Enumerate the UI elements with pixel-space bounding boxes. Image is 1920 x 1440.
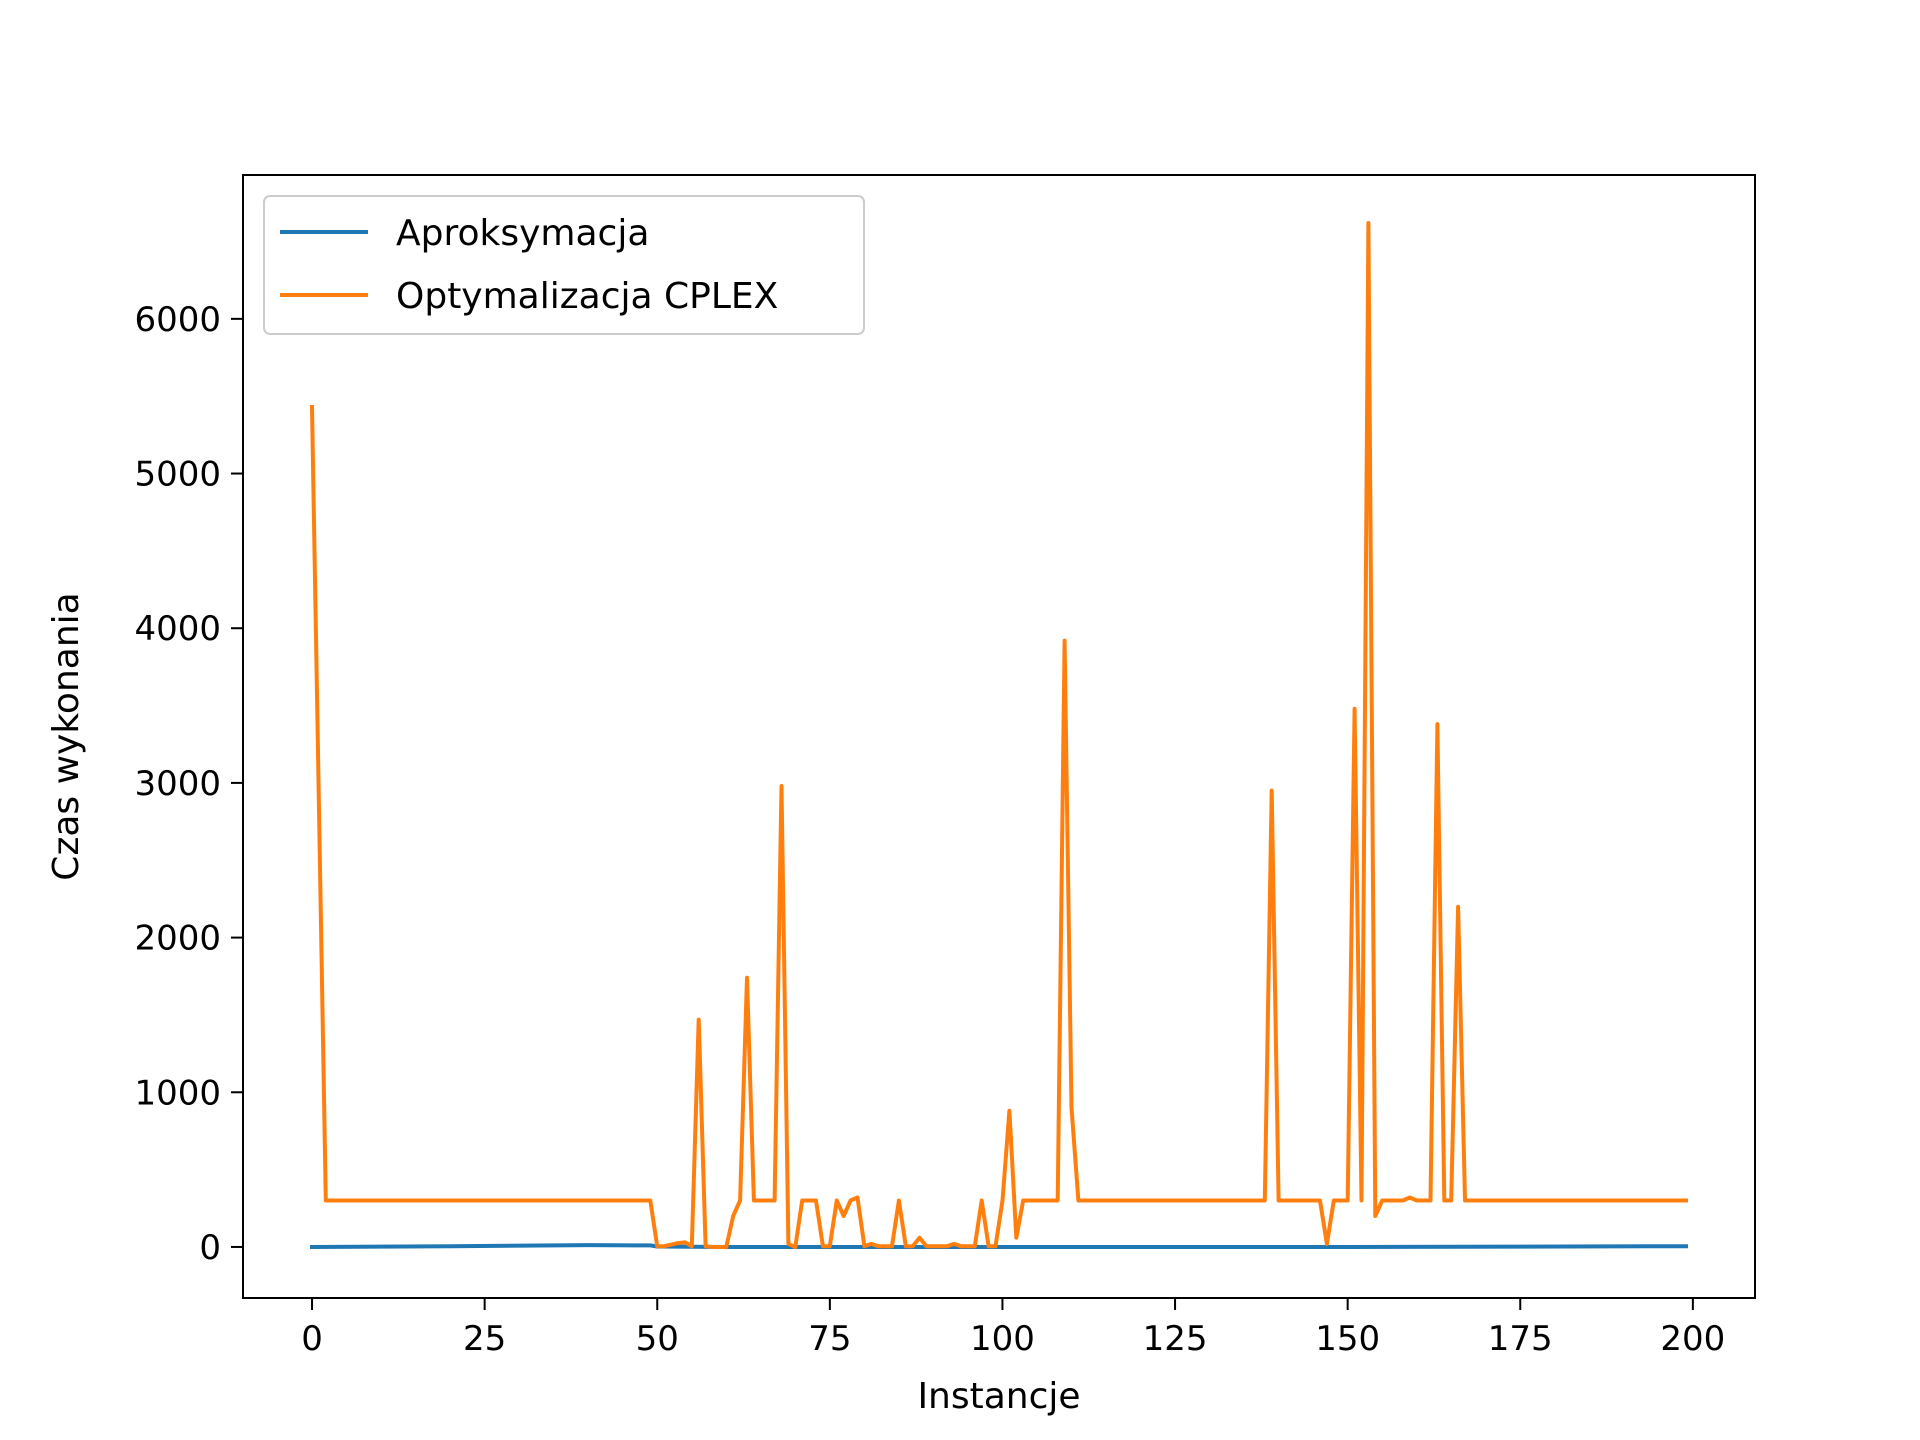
series-line-optymalizacja-cplex bbox=[309, 221, 1688, 1249]
x-tick-label: 0 bbox=[301, 1319, 323, 1359]
legend: Aproksymacja Optymalizacja CPLEX bbox=[263, 195, 865, 335]
x-tick-label: 200 bbox=[1660, 1319, 1725, 1359]
x-tick-label: 100 bbox=[970, 1319, 1035, 1359]
y-tick-label: 5000 bbox=[134, 455, 221, 495]
plot-frame bbox=[242, 174, 1756, 1299]
y-tick-label: 0 bbox=[199, 1228, 221, 1268]
x-tick-label: 125 bbox=[1143, 1319, 1208, 1359]
x-axis-label: Instancje bbox=[917, 1376, 1080, 1417]
legend-label-aproksymacja: Aproksymacja bbox=[396, 213, 649, 254]
y-axis: 0 1000 2000 3000 4000 5000 6000 bbox=[134, 300, 243, 1268]
y-tick-label: 3000 bbox=[134, 764, 221, 804]
x-tick-label: 50 bbox=[636, 1319, 679, 1359]
series-line-aproksymacja bbox=[309, 1243, 1689, 1250]
y-tick-label: 4000 bbox=[134, 609, 221, 649]
plot-area bbox=[243, 175, 1755, 1298]
x-tick-label: 175 bbox=[1488, 1319, 1553, 1359]
x-axis: 0 25 50 75 100 125 150 175 200 bbox=[301, 1298, 1725, 1359]
y-tick-label: 2000 bbox=[134, 919, 221, 959]
x-tick-label: 150 bbox=[1315, 1319, 1380, 1359]
legend-box bbox=[263, 195, 865, 335]
series-layer bbox=[309, 221, 1689, 1250]
y-tick-label: 6000 bbox=[134, 300, 221, 340]
legend-label-optymalizacja-cplex: Optymalizacja CPLEX bbox=[396, 276, 778, 317]
x-tick-label: 25 bbox=[463, 1319, 506, 1359]
y-tick-label: 1000 bbox=[134, 1073, 221, 1113]
x-tick-label: 75 bbox=[808, 1319, 851, 1359]
y-axis-label: Czas wykonania bbox=[46, 592, 87, 880]
